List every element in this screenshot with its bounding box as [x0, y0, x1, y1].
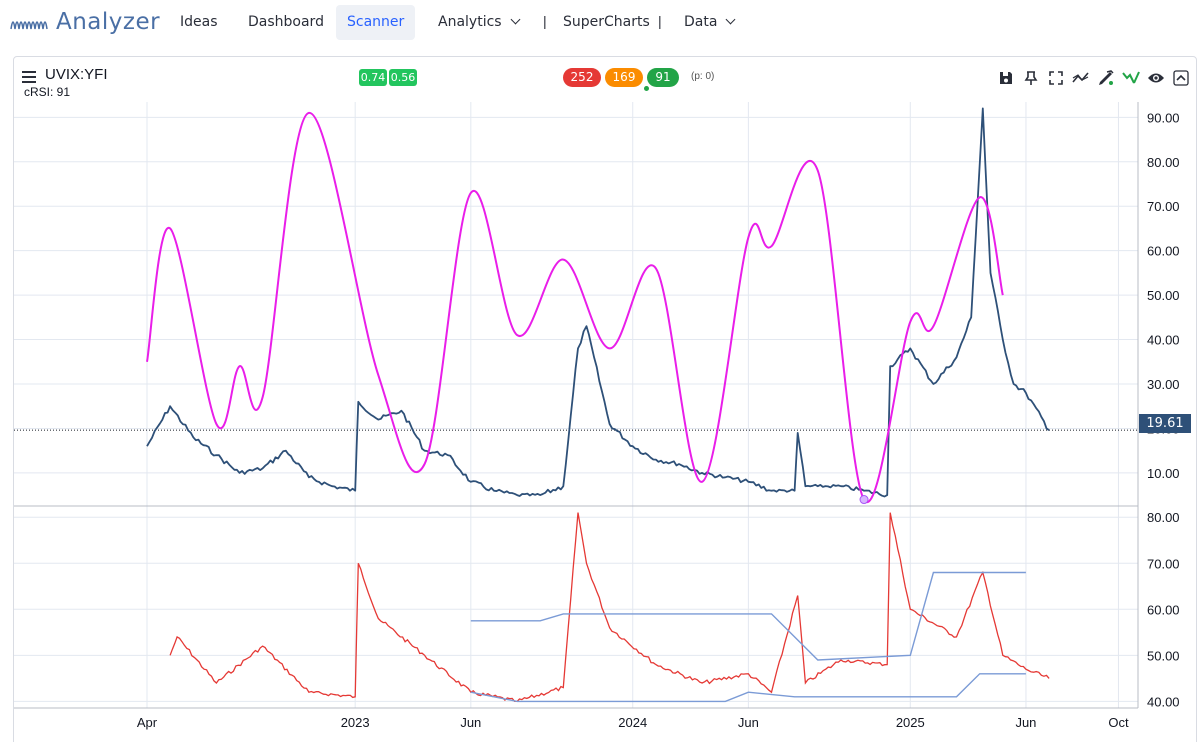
x-tick-label: 2025 [896, 715, 925, 730]
y-tick-label: 70.00 [1147, 556, 1180, 571]
lower-band-line [470, 673, 1026, 703]
y-tick-label: 50.00 [1147, 288, 1180, 303]
rsi-line [169, 512, 1050, 703]
y-tick-label: 80.00 [1147, 155, 1180, 170]
nav-data-label: Data [684, 14, 718, 30]
x-tick-label: 2024 [618, 715, 647, 730]
y-tick-label: 40.00 [1147, 333, 1180, 348]
x-tick-label: Jun [460, 715, 481, 730]
chart-series [14, 107, 1138, 703]
y-tick-label: 60.00 [1147, 602, 1180, 617]
upper-band-line [470, 571, 1026, 661]
score-badge-red: 252 [563, 68, 601, 87]
chevron-up-icon[interactable] [1171, 68, 1191, 88]
eye-icon[interactable] [1146, 68, 1166, 88]
top-nav: Analyzer Ideas Dashboard Scanner Analyti… [0, 0, 1200, 44]
nav-scanner[interactable]: Scanner [336, 5, 416, 40]
cycle-line [146, 111, 1004, 504]
nav-data[interactable]: Data [684, 14, 736, 30]
y-tick-label: 50.00 [1147, 648, 1180, 663]
x-tick-label: Apr [137, 715, 158, 730]
x-tick-label: Jun [1015, 715, 1036, 730]
y-tick-label: 70.00 [1147, 199, 1180, 214]
chart-panel [13, 56, 1197, 742]
logo-wave-icon [10, 21, 48, 30]
y-tick-label: 90.00 [1147, 110, 1180, 125]
y-tick-label: 80.00 [1147, 510, 1180, 525]
x-tick-label: Oct [1108, 715, 1129, 730]
nav-ideas[interactable]: Ideas [180, 14, 218, 30]
signal-icon[interactable] [1121, 68, 1141, 88]
metric-badge: 0.74 [359, 69, 387, 86]
y-tick-label: 40.00 [1147, 694, 1180, 709]
y-tick-label: 10.00 [1147, 466, 1180, 481]
y-tick-label: 60.00 [1147, 244, 1180, 259]
cycle-low-marker [859, 495, 869, 505]
y-tick-label: 30.00 [1147, 377, 1180, 392]
draw-icon[interactable] [1096, 68, 1116, 88]
score-badge-orange: 169 [605, 68, 643, 87]
fullscreen-icon[interactable] [1046, 68, 1066, 88]
pin-icon[interactable] [1021, 68, 1041, 88]
score-badge-green: 91 [647, 68, 679, 87]
trend-icon[interactable] [1071, 68, 1091, 88]
price-line [146, 107, 1050, 498]
nav-separator: | [543, 13, 547, 29]
app-logo[interactable]: Analyzer [10, 9, 160, 35]
chart-grid [14, 102, 1138, 708]
nav-supercharts[interactable]: SuperCharts [563, 14, 650, 30]
nav-dashboard[interactable]: Dashboard [248, 14, 324, 30]
p-label: (p: 0) [691, 71, 715, 82]
symbol-label[interactable]: UVIX:YFI [45, 66, 108, 83]
current-price-tag: 19.61 [1139, 414, 1191, 433]
menu-icon[interactable] [22, 71, 36, 86]
indicator-label: cRSI: 91 [24, 85, 71, 99]
save-icon[interactable] [996, 68, 1016, 88]
app-name: Analyzer [56, 9, 161, 35]
nav-analytics[interactable]: Analytics [438, 14, 521, 30]
nav-analytics-label: Analytics [438, 14, 502, 30]
x-tick-label: 2023 [341, 715, 370, 730]
chart-axes: Apr2023Jun2024Jun2025JunOct10.0020.0030.… [14, 102, 1180, 730]
status-dot [644, 86, 649, 91]
x-tick-label: Jun [738, 715, 759, 730]
metric-badge: 0.56 [389, 69, 417, 86]
nav-separator: | [658, 13, 662, 29]
